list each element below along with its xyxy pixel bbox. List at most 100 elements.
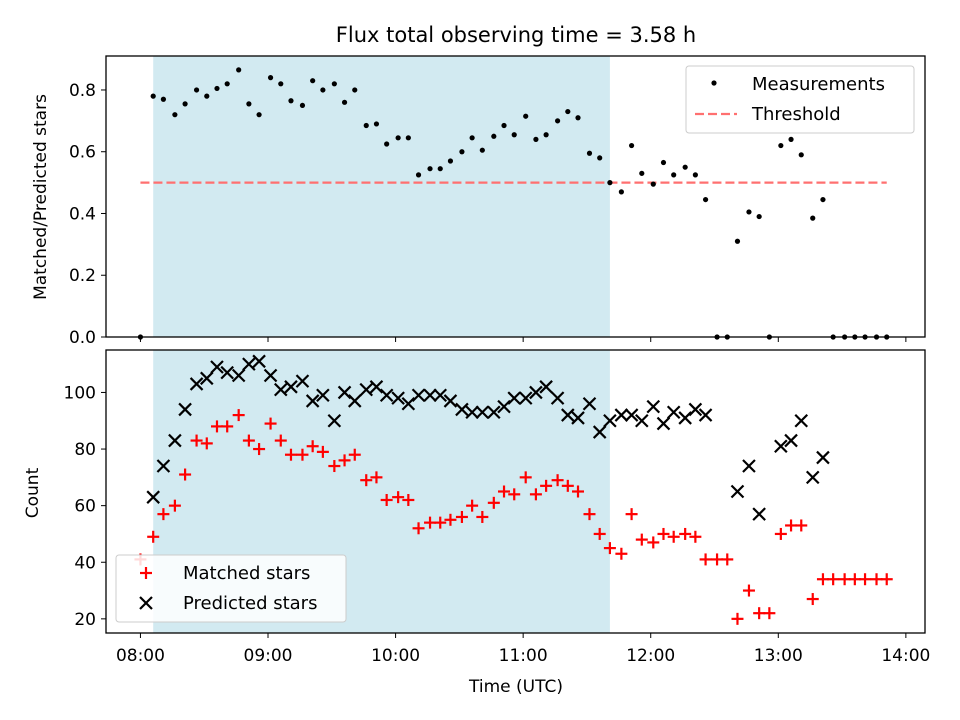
measurement-point — [586, 150, 593, 156]
x-tick-label: 14:00 — [881, 646, 930, 666]
predicted-star-point — [391, 391, 405, 405]
matched-star-point — [412, 522, 425, 535]
measurement-point — [798, 152, 804, 158]
matched-star-point — [795, 519, 808, 532]
matched-star-point — [540, 479, 553, 492]
measurement-point — [405, 135, 411, 141]
predicted-star-point — [379, 388, 394, 403]
matched-star-point — [316, 445, 329, 458]
matched-star-point — [200, 437, 213, 450]
matched-star-point — [731, 612, 744, 625]
bottom-legend-box — [115, 554, 347, 623]
predicted-star-point — [305, 394, 320, 408]
matched-star-point — [859, 573, 872, 586]
matched-star-point — [221, 420, 234, 433]
measurement-point — [469, 135, 475, 141]
measurement-point — [256, 112, 262, 118]
predicted-star-point — [146, 490, 160, 504]
matched-star-point — [763, 607, 776, 620]
matched-star-point — [380, 493, 393, 506]
matched-star-point — [785, 519, 798, 532]
predicted-star-point — [794, 413, 809, 428]
predicted-star-point — [614, 408, 629, 422]
matched-star-point — [296, 448, 309, 461]
measurement-point — [331, 81, 337, 87]
top-legend: Measurements Threshold — [685, 65, 915, 134]
measurement-point — [607, 180, 613, 186]
matched-star-point — [284, 448, 297, 461]
predicted-star-point — [327, 413, 342, 428]
matched-star-point — [635, 533, 648, 546]
matched-star-point — [774, 527, 787, 540]
predicted-star-point — [592, 425, 607, 439]
matched-star-point — [424, 516, 437, 529]
predicted-star-point — [784, 433, 798, 448]
bottom-y-tick-label: 40 — [74, 553, 96, 573]
bottom-plot-frame — [105, 349, 926, 634]
measurement-point — [224, 81, 230, 87]
predicted-star-point — [475, 405, 490, 420]
matched-star-point — [466, 499, 479, 512]
measurement-point — [820, 196, 826, 203]
predicted-star-point — [433, 388, 448, 403]
matched-star-point — [806, 593, 819, 606]
top-panel: 0.00.20.40.60.8 Matched/Predicted stars … — [31, 55, 926, 348]
measurement-point — [554, 118, 561, 124]
predicted-star-point — [284, 380, 298, 394]
predicted-star-point — [156, 459, 171, 473]
matched-star-point — [603, 542, 616, 555]
matched-stars-series — [134, 409, 893, 625]
x-tick-label: 10:00 — [371, 646, 420, 666]
matched-star-point — [625, 508, 638, 521]
measurement-point — [352, 87, 358, 93]
matched-star-point — [657, 527, 670, 540]
measurement-point — [533, 136, 539, 142]
predicted-star-point — [443, 394, 458, 408]
legend-matched-label: Matched stars — [183, 563, 310, 584]
matched-star-point — [615, 547, 628, 560]
predicted-star-point — [242, 357, 256, 371]
predicted-star-point — [518, 391, 533, 405]
matched-star-point — [455, 510, 468, 523]
top-y-tick-label: 0.8 — [69, 81, 96, 101]
predicted-star-point — [571, 411, 585, 425]
measurement-point — [788, 136, 794, 142]
x-tick-label: 12:00 — [626, 646, 675, 666]
predicted-star-point — [698, 408, 713, 422]
predicted-star-point — [200, 371, 214, 386]
matched-star-point — [667, 530, 680, 543]
predicted-star-point — [688, 402, 703, 417]
measurement-point — [363, 122, 369, 129]
matched-star-point — [348, 448, 361, 461]
measurement-point — [214, 85, 220, 92]
x-tick-label: 13:00 — [754, 646, 803, 666]
legend-measurements-label: Measurements — [752, 74, 885, 95]
top-axis-ticks: 0.0 0.2 0.4 0.6 0.8 — [69, 81, 907, 348]
predicted-star-point — [455, 402, 469, 417]
predicted-star-point — [603, 413, 617, 428]
measurement-point — [810, 215, 816, 221]
chart-title: Flux total observing time = 3.58 h — [336, 23, 696, 47]
matched-star-point — [593, 527, 606, 540]
legend-measurements-marker — [711, 80, 717, 86]
measurement-point — [778, 142, 784, 149]
predicted-star-point — [550, 391, 565, 405]
bottom-y-tick-label: 60 — [74, 497, 96, 517]
matched-star-point — [689, 530, 702, 543]
top-y-tick-label: 0.2 — [69, 266, 96, 286]
measurement-point — [575, 115, 581, 121]
matched-star-point — [711, 553, 724, 566]
predicted-star-point — [805, 470, 820, 485]
legend-predicted-marker — [139, 596, 153, 610]
predicted-star-point — [168, 433, 182, 448]
x-axis-label: Time (UTC) — [468, 677, 563, 697]
bottom-y-axis-label: Count — [23, 467, 43, 518]
matched-star-point — [583, 508, 596, 521]
predicted-star-point — [401, 396, 416, 411]
measurement-point — [459, 149, 465, 155]
x-tick-label: 11:00 — [499, 646, 548, 666]
measurement-point — [160, 96, 167, 102]
predicted-star-point — [178, 402, 192, 417]
measurement-point — [543, 132, 549, 138]
predicted-star-point — [507, 391, 522, 405]
